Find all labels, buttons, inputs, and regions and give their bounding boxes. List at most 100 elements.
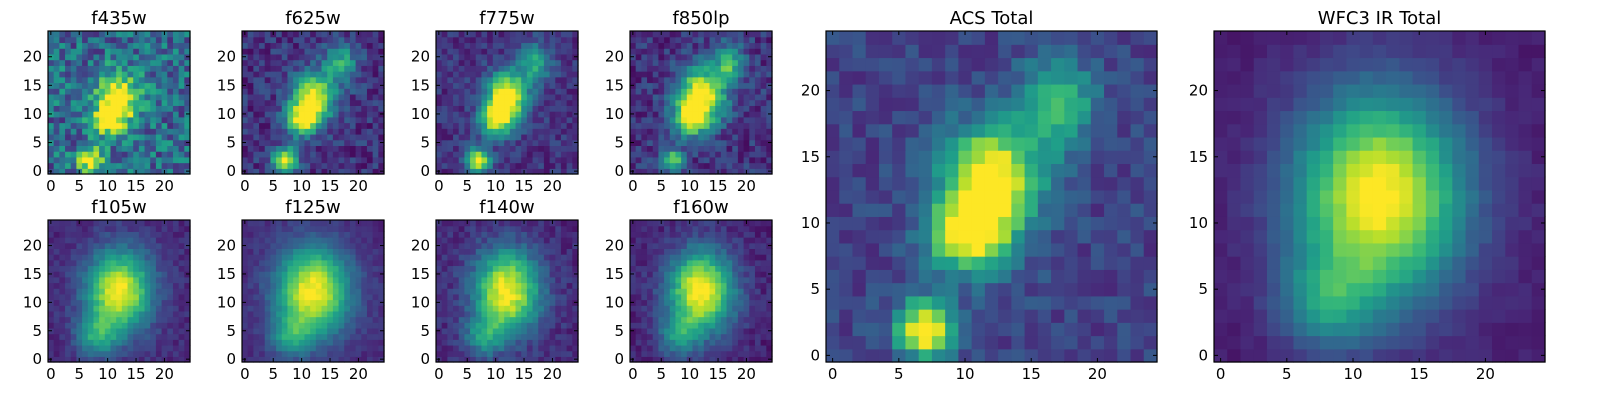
heatmap-cell bbox=[259, 42, 266, 49]
heatmap-cell bbox=[543, 65, 551, 72]
heatmap-cell bbox=[247, 242, 254, 249]
heatmap-cell bbox=[732, 133, 739, 141]
heatmap-cell bbox=[664, 145, 671, 152]
y-tick-label: 0 bbox=[614, 162, 624, 180]
heatmap-cell bbox=[293, 327, 300, 335]
heatmap-cell bbox=[93, 339, 100, 346]
heatmap-cell bbox=[458, 305, 465, 312]
x-tick-label: 10 bbox=[98, 365, 117, 383]
heatmap-cell bbox=[99, 65, 106, 72]
heatmap-cell bbox=[172, 271, 180, 278]
heatmap-cell bbox=[436, 133, 443, 141]
heatmap-cell bbox=[172, 316, 180, 323]
heatmap-cell bbox=[264, 305, 271, 312]
heatmap-cell bbox=[526, 82, 534, 89]
heatmap-cell bbox=[167, 133, 174, 141]
heatmap-cell bbox=[281, 42, 289, 49]
heatmap-cell bbox=[549, 310, 556, 318]
heatmap-cell bbox=[155, 327, 163, 335]
heatmap-cell bbox=[59, 88, 66, 95]
heatmap-cell bbox=[70, 145, 77, 152]
heatmap-cell bbox=[515, 225, 522, 232]
heatmap-cell bbox=[703, 71, 711, 78]
heatmap-cell bbox=[504, 248, 511, 255]
heatmap-cell bbox=[332, 162, 340, 169]
heatmap-cell bbox=[172, 225, 180, 232]
heatmap-cell bbox=[332, 225, 340, 232]
heatmap-cell bbox=[287, 299, 294, 306]
heatmap-cell bbox=[99, 339, 106, 346]
heatmap-cell bbox=[344, 42, 351, 49]
heatmap-cell bbox=[766, 151, 773, 158]
heatmap-cell bbox=[698, 59, 705, 66]
heatmap-cell bbox=[253, 48, 260, 55]
heatmap-cell bbox=[104, 111, 112, 118]
heatmap-cell bbox=[720, 288, 728, 295]
heatmap-cell bbox=[82, 310, 89, 318]
heatmap-cell bbox=[327, 322, 334, 329]
heatmap-cell bbox=[754, 65, 762, 72]
heatmap-cell bbox=[247, 59, 254, 66]
heatmap-cell bbox=[532, 316, 539, 323]
heatmap-cell bbox=[59, 162, 66, 169]
heatmap-cell bbox=[726, 339, 733, 346]
heatmap-cell bbox=[298, 111, 306, 118]
heatmap-cell bbox=[686, 139, 694, 146]
heatmap-cell bbox=[87, 42, 95, 49]
heatmap-cell bbox=[293, 145, 300, 152]
heatmap-cell bbox=[253, 288, 260, 295]
heatmap-cell bbox=[172, 82, 180, 89]
heatmap-cell bbox=[560, 145, 568, 152]
heatmap-cell bbox=[53, 248, 60, 255]
heatmap-cell bbox=[65, 282, 72, 289]
heatmap-cell bbox=[521, 82, 528, 89]
heatmap-cell bbox=[287, 36, 294, 44]
heatmap-cell bbox=[652, 111, 659, 118]
heatmap-cell bbox=[470, 93, 477, 101]
heatmap-cell bbox=[264, 122, 271, 129]
heatmap-cell bbox=[53, 151, 60, 158]
heatmap-cell bbox=[372, 145, 379, 152]
heatmap-cell bbox=[543, 242, 551, 249]
heatmap-cell bbox=[372, 327, 379, 335]
heatmap-cell bbox=[150, 288, 157, 295]
heatmap-cell bbox=[172, 350, 180, 357]
heatmap-cell bbox=[293, 116, 300, 124]
heatmap-cell bbox=[315, 305, 323, 312]
heatmap-cell bbox=[504, 151, 511, 158]
heatmap-cell bbox=[566, 299, 573, 306]
heatmap-cell bbox=[70, 237, 77, 244]
heatmap-cell bbox=[121, 293, 129, 301]
heatmap-cell bbox=[635, 327, 642, 335]
heatmap-cell bbox=[281, 322, 289, 329]
heatmap-cell bbox=[172, 237, 180, 244]
heatmap-cell bbox=[543, 248, 551, 255]
heatmap-cell bbox=[361, 128, 368, 135]
heatmap-cell bbox=[630, 88, 637, 95]
heatmap-cell bbox=[549, 162, 556, 169]
heatmap-cell bbox=[138, 93, 146, 101]
heatmap-cell bbox=[692, 42, 699, 49]
heatmap-cell bbox=[327, 139, 334, 146]
heatmap-cell bbox=[498, 145, 505, 152]
heatmap-cell bbox=[726, 59, 733, 66]
heatmap-cell bbox=[87, 344, 95, 352]
heatmap-cell bbox=[310, 356, 317, 363]
heatmap-cell bbox=[492, 122, 500, 129]
heatmap-cell bbox=[526, 42, 534, 49]
heatmap-cell bbox=[338, 36, 345, 44]
heatmap-cell bbox=[458, 350, 465, 357]
heatmap-cell bbox=[327, 237, 334, 244]
heatmap-cell bbox=[560, 242, 568, 249]
heatmap-cell bbox=[93, 82, 100, 89]
heatmap-cell bbox=[732, 82, 739, 89]
heatmap-cell bbox=[560, 156, 568, 164]
heatmap-cell bbox=[692, 99, 699, 106]
heatmap-cell bbox=[504, 76, 511, 84]
heatmap-cell bbox=[487, 327, 494, 335]
heatmap-cell bbox=[555, 322, 562, 329]
heatmap-cell bbox=[281, 299, 289, 306]
heatmap-cell bbox=[743, 162, 750, 169]
heatmap-cell bbox=[715, 333, 722, 340]
